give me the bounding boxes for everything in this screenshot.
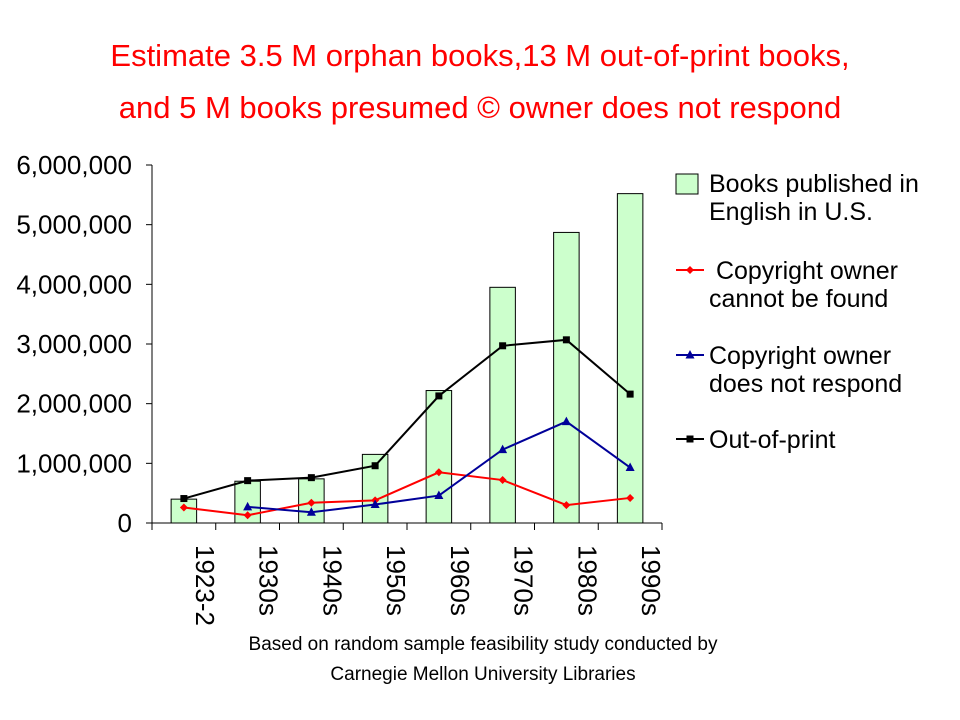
data-point (179, 503, 188, 512)
legend-label: cannot be found (709, 285, 888, 313)
legend-label: English in U.S. (709, 198, 873, 226)
legend-label: Books published in (709, 170, 919, 198)
data-point (499, 342, 507, 350)
footnote-line-1: Based on random sample feasibility study… (248, 634, 718, 655)
chart-title-line-2: and 5 M books presumed © owner does not … (118, 90, 842, 125)
legend-label: Copyright owner (709, 342, 891, 370)
series-line (183, 338, 631, 500)
chart: 0 1,000,000 2,000,000 3,000,000 4,000,000 5,0… (16, 150, 919, 630)
bar (425, 390, 453, 524)
data-point (306, 507, 316, 516)
x-tick-label: 1930s (254, 545, 284, 616)
x-tick-label: 1980s (572, 545, 602, 616)
data-point (562, 501, 571, 510)
data-point (370, 499, 380, 509)
x-tick-label: 1960s (445, 545, 475, 616)
data-point (307, 474, 315, 482)
data-point (244, 477, 252, 485)
data-point (243, 501, 253, 511)
legend-marker (686, 435, 694, 443)
y-tick-label: 6,000,000 (16, 150, 132, 180)
data-point (180, 495, 188, 503)
series-line (183, 471, 631, 517)
x-tick-labels: 1923-29 1930s 1940s 1950s 1960s 1970s 1980s 199… (190, 545, 666, 630)
footnote-line-2: Carnegie Mellon University Libraries (330, 664, 636, 685)
data-point (626, 493, 635, 502)
y-tick-label: 2,000,000 (16, 389, 132, 419)
data-point (243, 511, 252, 520)
bar (553, 231, 580, 524)
data-point (561, 416, 571, 426)
x-tick-label: 1923-29 (190, 545, 220, 630)
y-tick-label: 4,000,000 (16, 269, 132, 299)
legend-marker (686, 266, 694, 274)
bar (489, 286, 516, 524)
footnote: Based on random sample feasibility study… (0, 630, 960, 690)
data-point (498, 476, 507, 485)
y-tick-label: 3,000,000 (16, 329, 132, 359)
x-tick-label: 1940s (317, 545, 347, 616)
data-point (562, 336, 570, 344)
y-tick-label: 0 (118, 508, 132, 538)
legend-marker (685, 350, 695, 359)
data-point (434, 468, 443, 477)
legend-label: Copyright owner (709, 257, 898, 285)
y-tick-label: 5,000,000 (16, 210, 132, 240)
data-point (307, 498, 316, 507)
x-tick-label: 1950s (381, 545, 411, 616)
data-point (371, 462, 379, 470)
bar (616, 193, 644, 524)
data-point (498, 444, 508, 454)
data-point (434, 490, 444, 500)
data-point (625, 462, 635, 472)
legend-label: Out-of-print (709, 426, 835, 454)
chart-title-line-1: Estimate 3.5 M orphan books,13 M out-of-… (110, 38, 850, 73)
y-tick-label: 1,000,000 (16, 448, 132, 478)
legend-swatch (675, 173, 699, 195)
chart-title: Estimate 3.5 M orphan books,13 M out-of-… (0, 30, 960, 134)
x-tick-label: 1970s (509, 545, 539, 616)
data-point (626, 390, 634, 398)
x-tick-label: 1990s (636, 545, 666, 616)
data-point (435, 392, 443, 400)
legend-label: does not respond (709, 370, 902, 398)
